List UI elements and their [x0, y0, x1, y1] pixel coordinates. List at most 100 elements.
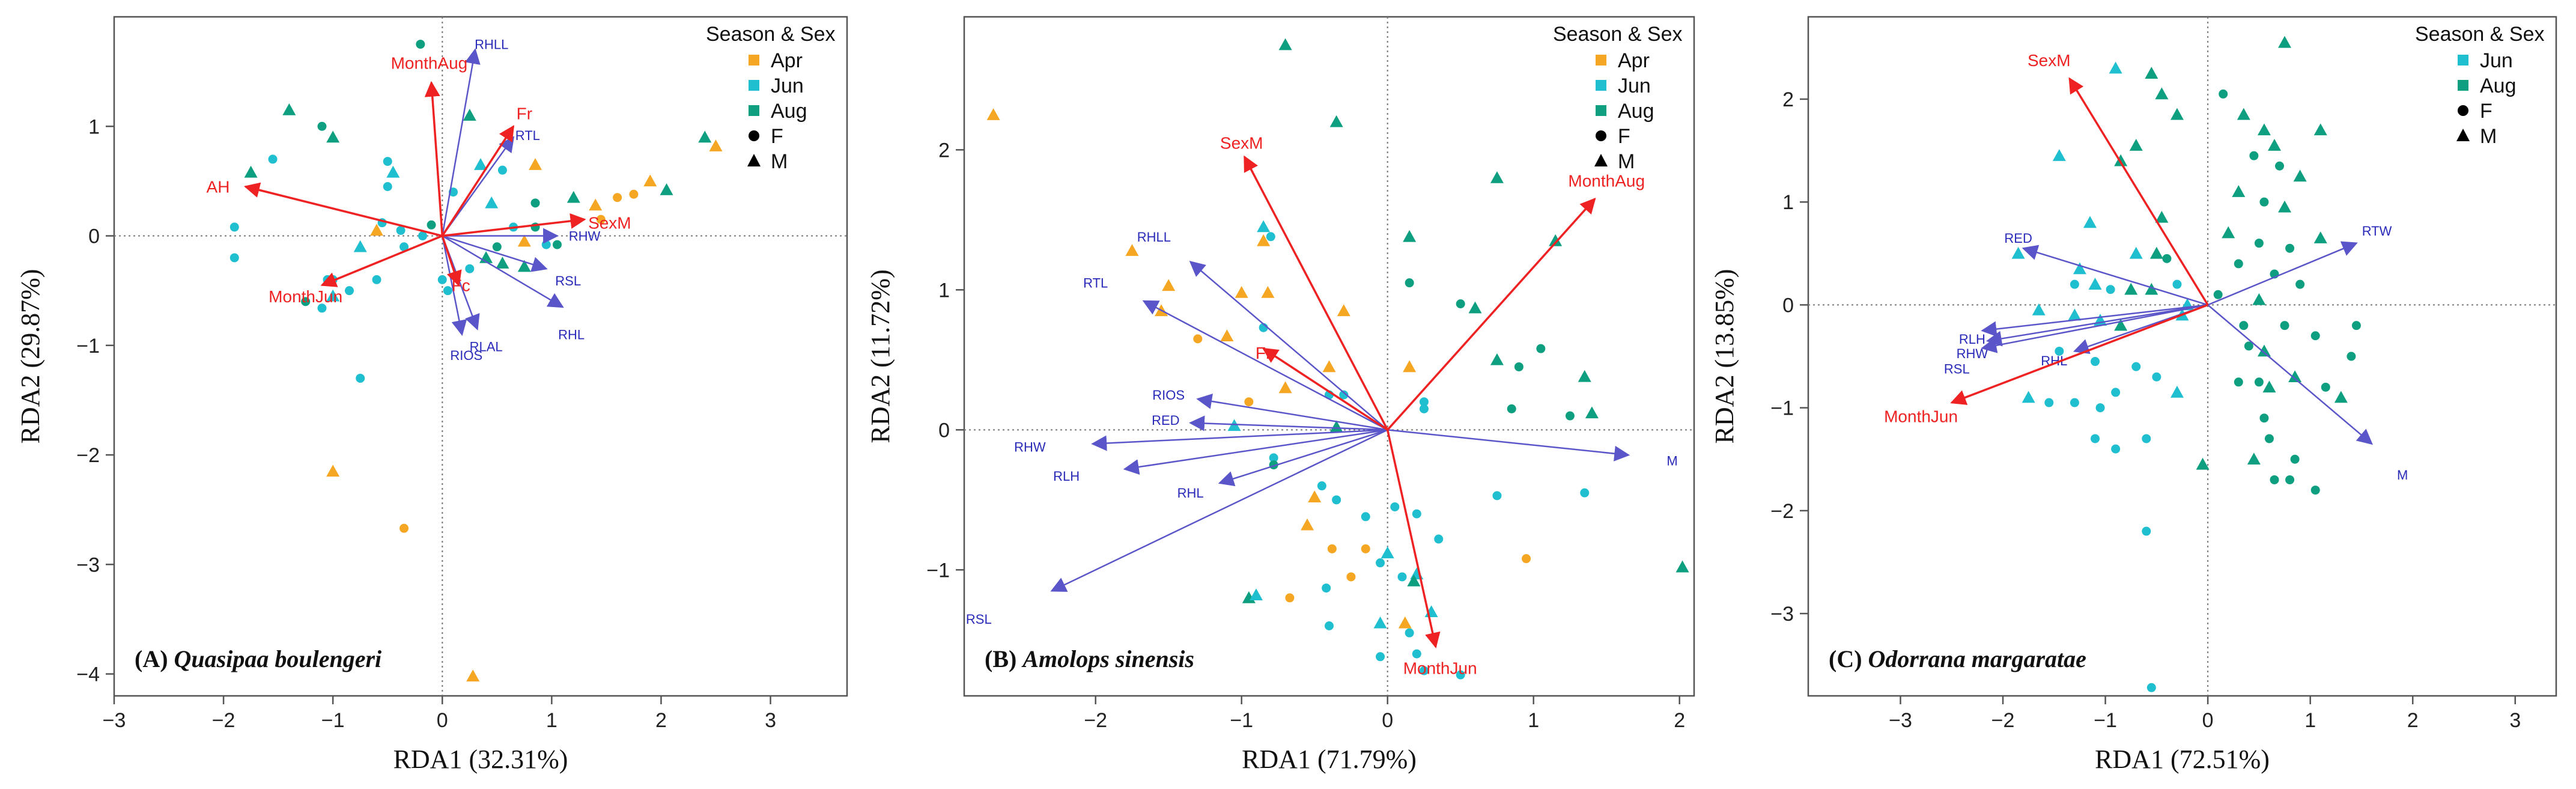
point-Aug-male: [2293, 169, 2307, 182]
point-Jun-female: [268, 154, 278, 164]
arrow-label-rsl: RSL: [555, 273, 581, 288]
point-Jun-male: [386, 165, 400, 178]
legend-marker-jun: [2458, 55, 2468, 65]
x-tick-label: −3: [1889, 709, 1912, 732]
arrow-label-rsl: RSL: [1944, 362, 1970, 377]
point-Aug-male: [2155, 210, 2169, 223]
point-Aug-male: [2252, 293, 2266, 305]
point-Jun-female: [1269, 453, 1278, 463]
point-Jun-female: [497, 165, 507, 175]
point-Aug-female: [2270, 475, 2279, 484]
arrow-fr: [1262, 347, 1388, 431]
y-tick-label: 0: [1782, 294, 1794, 317]
panel-label: (C) Odorrana margaratae: [1829, 645, 2086, 672]
point-Jun-female: [356, 373, 365, 383]
point-Jun-male: [2088, 278, 2102, 290]
point-Jun-female: [317, 303, 327, 313]
point-Aug-female: [1507, 404, 1516, 413]
point-Jun-male: [2073, 262, 2086, 275]
point-Aug-female: [2234, 377, 2243, 387]
arrow-label-fr: Fr: [1256, 344, 1271, 362]
point-Jun-male: [2129, 246, 2143, 259]
point-Jun-female: [2091, 434, 2100, 443]
legend-marker-apr: [749, 55, 759, 65]
point-Apr-male: [529, 158, 542, 170]
legend-marker-aug: [1596, 105, 1606, 116]
point-Aug-male: [2149, 246, 2163, 259]
panel-letter: (C): [1829, 645, 1868, 672]
point-Aug-female: [2254, 239, 2264, 248]
point-Apr-male: [1403, 360, 1417, 373]
arrow-fc: [441, 235, 462, 287]
x-axis-title: RDA1 (71.79%): [1242, 745, 1417, 774]
point-Jun-female: [437, 275, 447, 284]
point-Apr-male: [1235, 285, 1248, 298]
point-Aug-male: [2114, 318, 2128, 331]
point-Aug-male: [2129, 139, 2143, 151]
x-tick-label: 1: [546, 709, 557, 732]
arrow-rhl: [1218, 429, 1388, 487]
point-Aug-male: [463, 109, 476, 121]
point-Jun-male: [2052, 149, 2066, 161]
arrow-label-rhll: RHLL: [475, 37, 508, 52]
point-Apr-male: [1301, 518, 1314, 531]
arrow-label-rsl: RSL: [966, 612, 992, 627]
y-tick-label: −1: [1770, 397, 1794, 420]
legend-marker-jun: [1596, 80, 1606, 91]
point-Aug-female: [2219, 89, 2228, 99]
point-Aug-male: [2222, 226, 2235, 239]
point-Apr-female: [613, 193, 622, 203]
point-Jun-female: [1390, 502, 1400, 511]
arrow-label-rtw: RTW: [2362, 224, 2392, 239]
arrow-label-rtl: RTL: [1083, 276, 1108, 291]
point-Aug-male: [2267, 139, 2281, 151]
point-Jun-female: [1405, 628, 1414, 638]
point-Aug-female: [530, 198, 540, 208]
legend-marker-f: [2458, 105, 2468, 116]
point-Jun-female: [418, 231, 427, 241]
point-Aug-male: [2124, 282, 2138, 295]
point-Jun-male: [2032, 303, 2046, 315]
arrow-fr: [441, 125, 515, 237]
point-Aug-male: [660, 183, 673, 195]
point-Aug-male: [2232, 185, 2246, 197]
x-tick-label: 2: [1674, 709, 1685, 732]
legend-label-jun: Jun: [2480, 49, 2513, 72]
point-Aug-female: [2347, 352, 2356, 361]
legend-marker-aug: [749, 105, 759, 116]
point-Jun-female: [541, 240, 551, 249]
x-tick-label: −2: [212, 709, 235, 732]
point-Aug-male: [2155, 87, 2169, 100]
point-Aug-male: [326, 130, 340, 143]
legend-marker-m: [747, 154, 761, 166]
point-Aug-female: [2310, 486, 2320, 495]
arrow-rsl: [442, 235, 548, 272]
panel-letter: (B): [985, 645, 1022, 672]
point-Apr-male: [1125, 244, 1139, 256]
arrow-label-monthaug: MonthAug: [391, 54, 468, 73]
point-Aug-female: [2310, 331, 2320, 341]
point-Jun-male: [2022, 391, 2035, 403]
point-Jun-male: [1257, 220, 1271, 233]
point-Aug-male: [2313, 231, 2327, 243]
x-tick-label: 3: [2509, 709, 2521, 732]
point-Jun-female: [2070, 279, 2079, 289]
point-Jun-female: [383, 182, 392, 191]
point-Apr-male: [1162, 279, 1176, 291]
arrow-rsl: [1981, 304, 2208, 353]
arrow-rlh: [1123, 429, 1388, 475]
point-Aug-female: [1456, 299, 1465, 309]
point-Aug-male: [2114, 154, 2128, 166]
arrow-monthjun: [320, 234, 443, 287]
x-tick-label: −1: [2094, 709, 2117, 732]
x-tick-label: −2: [1084, 709, 1107, 732]
y-tick-label: 2: [1782, 88, 1794, 111]
x-tick-label: 1: [2304, 709, 2316, 732]
point-Jun-female: [372, 275, 381, 284]
point-Jun-female: [2142, 526, 2151, 536]
point-Jun-female: [1325, 621, 1334, 631]
legend-label-m: M: [771, 150, 788, 173]
